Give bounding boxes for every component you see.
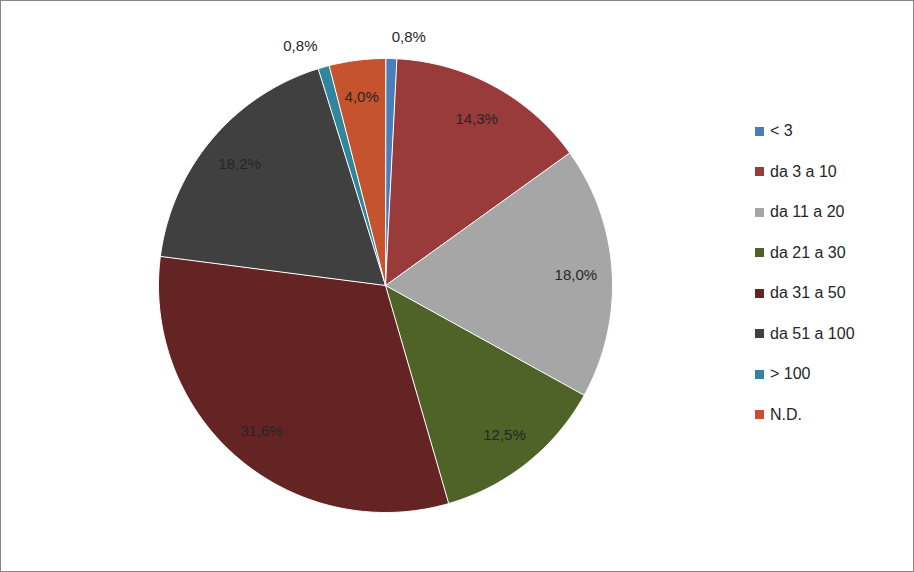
svg-text:14,3%: 14,3% — [455, 110, 498, 127]
svg-text:4,0%: 4,0% — [345, 88, 379, 105]
html-text:da 11 a 20: da 11 a 20 — [770, 203, 845, 221]
html-text:da 31 a 50: da 31 a 50 — [770, 284, 846, 302]
html-text:da 51 a 100: da 51 a 100 — [770, 324, 855, 342]
html-text:N.D.: N.D. — [770, 405, 802, 423]
svg-text:18,2%: 18,2% — [218, 155, 261, 172]
svg-text:18,0%: 18,0% — [555, 266, 598, 283]
svg-text:31,6%: 31,6% — [240, 422, 283, 439]
html-text:da 3 a 10: da 3 a 10 — [770, 162, 837, 180]
svg-text:0,8%: 0,8% — [283, 37, 317, 54]
html-text:da 21 a 30: da 21 a 30 — [770, 243, 846, 261]
html-text:< 3: < 3 — [770, 122, 793, 140]
svg-text:0,8%: 0,8% — [392, 28, 426, 45]
svg-text:12,5%: 12,5% — [483, 426, 526, 443]
html-text:> 100: > 100 — [770, 365, 811, 383]
